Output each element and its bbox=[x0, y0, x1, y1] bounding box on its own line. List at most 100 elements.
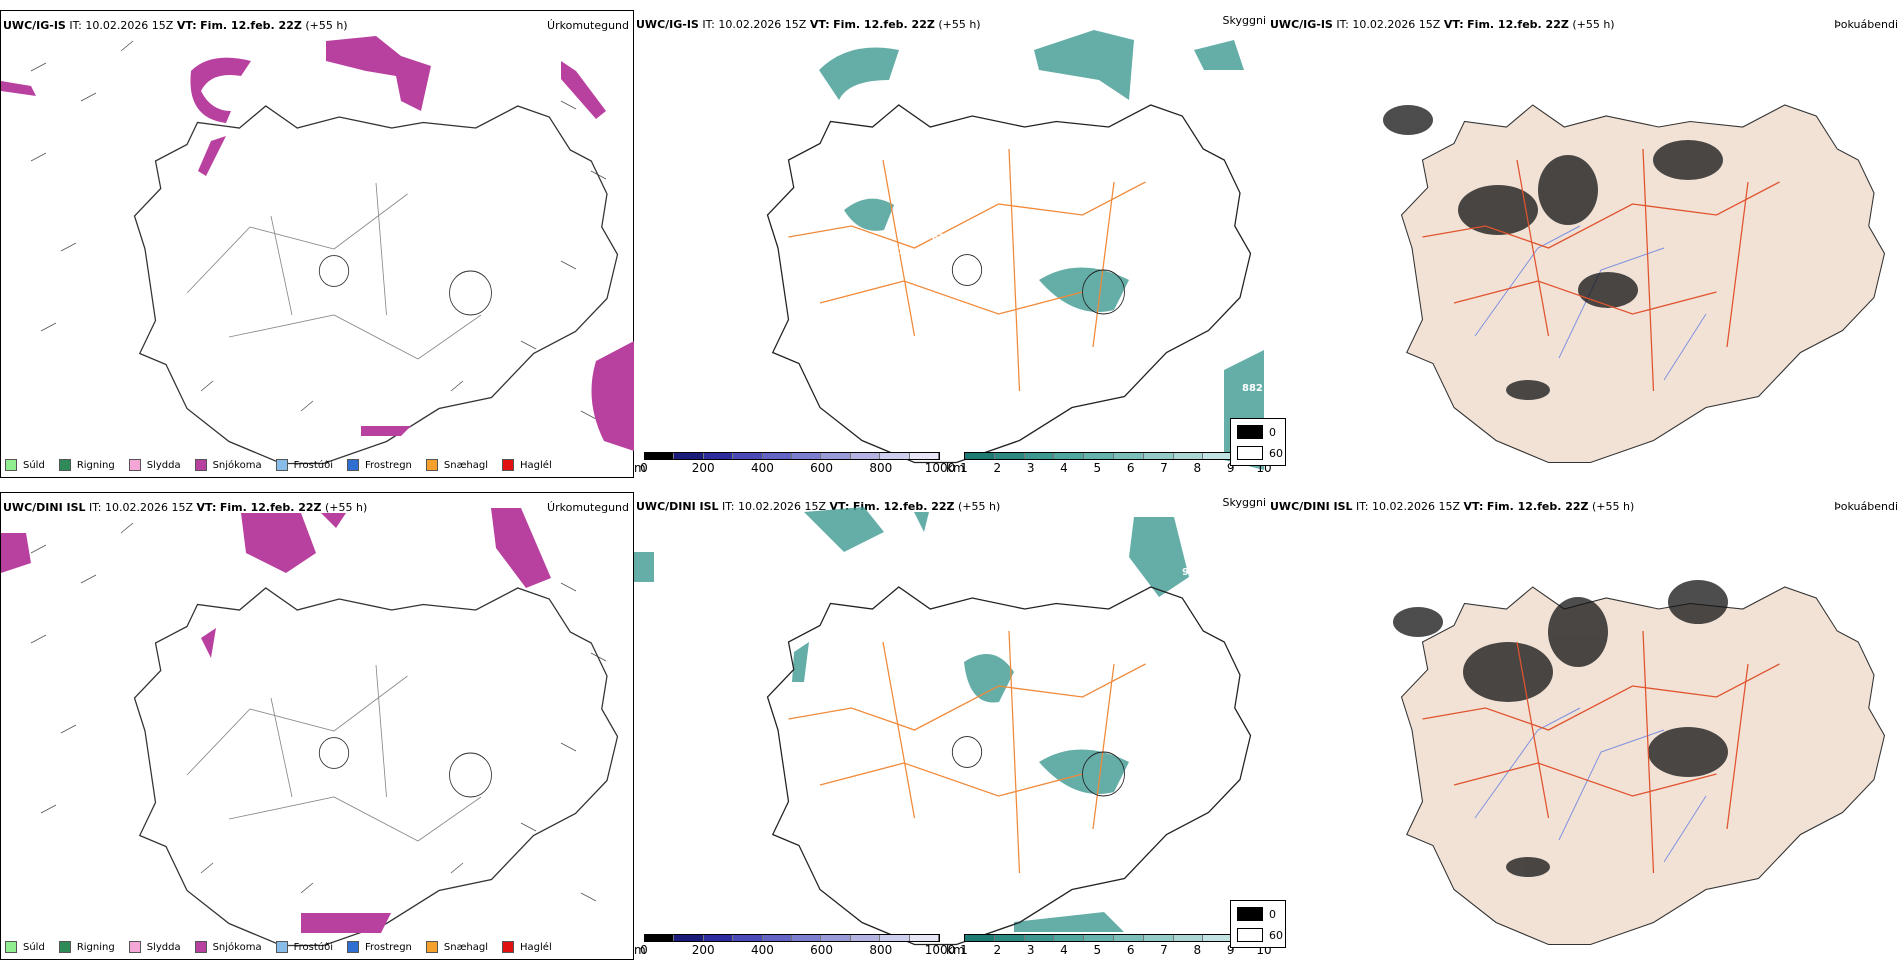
legend-swatch bbox=[194, 941, 207, 953]
legend-item: Frostregn bbox=[347, 941, 412, 953]
visibility-scale: km 1 2 3 4 5 6 7 8 9 10 bbox=[946, 452, 1272, 476]
legend-item: Slydda bbox=[128, 941, 181, 953]
legend-swatch bbox=[58, 941, 71, 953]
visibility-scale: km 1 2 3 4 5 6 7 8 9 10 bbox=[946, 934, 1272, 958]
snow-areas bbox=[1, 508, 551, 933]
legend-swatch bbox=[5, 941, 17, 953]
scale-cell bbox=[674, 935, 704, 941]
legend-swatch bbox=[5, 459, 17, 471]
scale-tick: 2 bbox=[993, 461, 1002, 475]
scale-tick: 6 bbox=[1126, 461, 1135, 475]
scale-cell bbox=[1173, 935, 1204, 941]
scale-cell bbox=[994, 935, 1025, 941]
scale-tick: 800 bbox=[869, 461, 893, 475]
legend-label: Rigning bbox=[76, 941, 115, 953]
scale-cell bbox=[1054, 453, 1085, 459]
scale-tick: 600 bbox=[810, 943, 834, 957]
legend-swatch bbox=[194, 459, 207, 471]
precip-legend: Súld Rigning Slydda Snjókoma Frostúði Frostre… bbox=[5, 459, 566, 471]
scale-cell bbox=[1173, 453, 1204, 459]
legend-label: Haglél bbox=[520, 941, 552, 953]
legend-label: Rigning bbox=[76, 459, 115, 471]
legend-label: Slydda bbox=[146, 459, 181, 471]
fog-map bbox=[1383, 10, 1900, 478]
legend-label: Snæhagl bbox=[443, 941, 489, 953]
legend-label: Snjókoma bbox=[212, 459, 262, 471]
legend-label: Frostregn bbox=[365, 941, 412, 953]
panel-header: UWC/DINI ISL IT: 10.02.2026 15Z VT: Fim.… bbox=[3, 501, 368, 514]
fog-legend-swatch bbox=[1237, 425, 1263, 439]
precip-map bbox=[1, 508, 635, 961]
scale-cell bbox=[1203, 935, 1234, 941]
scale-cell bbox=[733, 453, 763, 459]
panel-header: UWC/IG-IS IT: 10.02.2026 15Z VT: Fim. 12… bbox=[1270, 18, 1615, 31]
scale-cell bbox=[1054, 935, 1085, 941]
scale-tick: 7 bbox=[1160, 461, 1168, 475]
cloud-visibility-panel-dini: UWC/DINI ISL IT: 10.02.2026 15Z VT: Fim.… bbox=[634, 492, 1272, 960]
scale-cell bbox=[733, 935, 763, 941]
panel-title: Þokuábendi bbox=[1834, 18, 1898, 31]
scale-tick: 8 bbox=[1193, 461, 1202, 475]
precip-type-panel-igis: UWC/IG-IS IT: 10.02.2026 15Z VT: Fim. 12… bbox=[0, 10, 634, 478]
panel-title: Þokuábendi bbox=[1834, 500, 1898, 513]
scale-cell bbox=[850, 935, 881, 941]
scale-tick: 4 bbox=[1060, 461, 1068, 475]
legend-item: Snjókoma bbox=[194, 459, 262, 471]
fog-legend-swatch bbox=[1237, 907, 1263, 921]
scale-cell bbox=[1024, 935, 1055, 941]
fog-legend: 0 60 bbox=[1230, 418, 1286, 466]
scale-tick: 4 bbox=[1060, 943, 1068, 957]
legend-label: Snæhagl bbox=[443, 459, 489, 471]
scale-tick: 400 bbox=[750, 943, 774, 957]
legend-swatch bbox=[502, 459, 515, 471]
scale-cell bbox=[645, 935, 675, 941]
scale-tick: 6 bbox=[1126, 943, 1135, 957]
legend-item: Frostúði bbox=[275, 941, 333, 953]
fog-indicator-panel-igis: UWC/IG-IS IT: 10.02.2026 15Z VT: Fim. 12… bbox=[1230, 10, 1900, 478]
fog-indicator-panel-dini: UWC/DINI ISL IT: 10.02.2026 15Z VT: Fim.… bbox=[1230, 492, 1900, 960]
scale-tick: 1 bbox=[960, 461, 968, 475]
scale-cell bbox=[821, 935, 851, 941]
legend-label: Frostregn bbox=[365, 459, 412, 471]
legend-item: Haglél bbox=[502, 941, 552, 953]
legend-item: Haglél bbox=[502, 459, 552, 471]
legend-item: Frostregn bbox=[347, 459, 412, 471]
legend-swatch bbox=[425, 941, 438, 953]
scale-tick: 2 bbox=[993, 943, 1002, 957]
ceiling-height-scale: m 0 200 400 600 800 1000 bbox=[634, 934, 955, 958]
cloud-number-label: 81 bbox=[1050, 141, 1063, 151]
legend-item: Frostúði bbox=[275, 459, 333, 471]
cloud-number-label: 70 bbox=[898, 247, 911, 257]
legend-label: Frostúði bbox=[293, 941, 333, 953]
legend-swatch bbox=[425, 459, 438, 471]
legend-item: Rigning bbox=[58, 941, 115, 953]
precip-map bbox=[1, 36, 634, 479]
ceiling-height-scale: m 0 200 400 600 800 1000 bbox=[634, 452, 955, 476]
panel-header: UWC/DINI ISL IT: 10.02.2026 15Z VT: Fim.… bbox=[636, 500, 1001, 513]
panel-title: Skyggni bbox=[1222, 14, 1266, 27]
scale-cell bbox=[762, 935, 793, 941]
legend-item: Snæhagl bbox=[425, 941, 489, 953]
scale-cell bbox=[1203, 453, 1234, 459]
legend-item: Snæhagl bbox=[425, 459, 489, 471]
fog-legend-swatch bbox=[1237, 446, 1263, 460]
legend-swatch bbox=[347, 941, 359, 953]
scale-tick: 200 bbox=[691, 943, 715, 957]
scale-tick: 5 bbox=[1093, 943, 1102, 957]
scale-tick: 5 bbox=[1093, 461, 1102, 475]
precip-legend: Súld Rigning Slydda Snjókoma Frostúði Frostre… bbox=[5, 941, 566, 953]
legend-swatch bbox=[128, 459, 141, 471]
scale-cell bbox=[1084, 453, 1114, 459]
panel-title: Skyggni bbox=[1222, 496, 1266, 509]
scale-tick: 3 bbox=[1026, 461, 1035, 475]
scale-cell bbox=[792, 453, 822, 459]
scale-cell bbox=[1084, 935, 1114, 941]
scale-cell bbox=[880, 935, 910, 941]
panel-title: Úrkomutegund bbox=[547, 501, 629, 514]
cloud-map: 9638120708131882919 bbox=[634, 30, 1264, 470]
scale-cell bbox=[703, 935, 734, 941]
scale-tick: 1 bbox=[960, 943, 968, 957]
scale-cell bbox=[1113, 935, 1144, 941]
fog-map bbox=[1393, 580, 1900, 960]
